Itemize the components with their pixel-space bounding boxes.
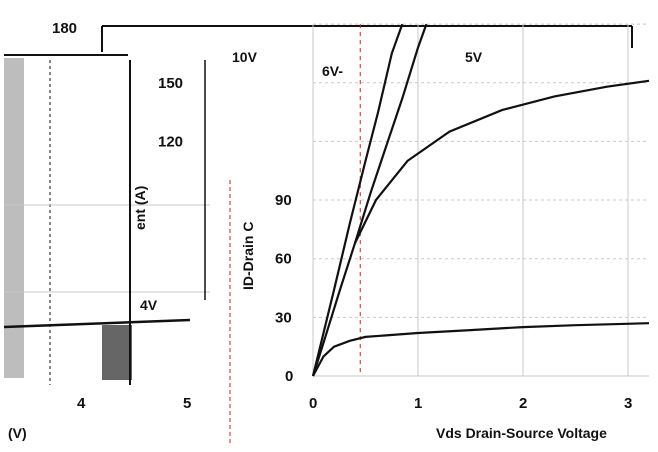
- y-tick-label: 150: [158, 75, 183, 92]
- series-line-4v: [312, 322, 650, 377]
- left-x-tick-4: 4: [77, 395, 86, 412]
- series-line-5v: [354, 79, 650, 244]
- x-tick-label: 3: [624, 395, 632, 412]
- x-axis-label: Vds Drain-Source Voltage: [436, 425, 607, 441]
- y-tick-label: 90: [275, 192, 292, 209]
- y-tick-labels: 0 30 60 90 120 150: [158, 75, 293, 385]
- y-tick-label: 120: [158, 133, 183, 150]
- y-axis-label-inner: ID-Drain C: [240, 222, 256, 290]
- left-panel-curve: [3, 318, 191, 329]
- series-line-10v: [311, 23, 404, 377]
- curve-label-4v: 4V: [140, 297, 158, 313]
- y-tick-label: 60: [275, 251, 292, 268]
- x-axis-label-left: (V): [8, 425, 27, 441]
- x-tick-label: 0: [309, 395, 317, 412]
- left-panel-bar: [4, 58, 24, 378]
- left-partial-panel: [3, 54, 210, 385]
- left-x-tick-5: 5: [183, 395, 191, 412]
- curve-label-6v: 6V-: [322, 63, 343, 79]
- y-tick-label: 30: [275, 309, 292, 326]
- series-line-6v: [311, 23, 428, 377]
- curve-label-5v: 5V: [465, 49, 483, 65]
- left-panel-block: [102, 325, 132, 380]
- y-tick-label-top: 180: [52, 20, 77, 37]
- y-axis-label-fragment: ent (A): [132, 186, 148, 230]
- curve-label-10v: 10V: [232, 49, 258, 65]
- y-tick-label: 0: [285, 368, 293, 385]
- x-tick-label: 1: [414, 395, 422, 412]
- x-tick-label: 2: [519, 395, 527, 412]
- x-tick-labels: 0 1 2 3: [309, 395, 632, 412]
- curves: [311, 23, 650, 377]
- grid: [312, 23, 649, 377]
